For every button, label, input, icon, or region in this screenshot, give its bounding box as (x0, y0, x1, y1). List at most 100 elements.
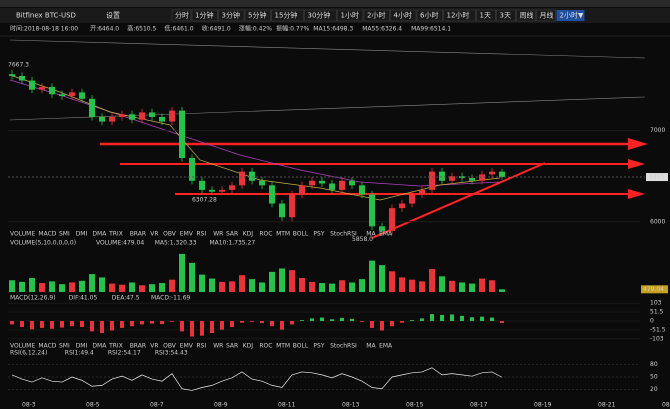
period-button[interactable]: 5分钟 (248, 11, 266, 20)
indicator-tab[interactable]: SMI (59, 231, 70, 238)
indicator-tab[interactable]: BOLL (293, 231, 309, 238)
indicator-tab[interactable]: ROC (259, 343, 272, 350)
period-button-bg[interactable] (304, 9, 337, 22)
macd-bar (190, 321, 194, 337)
volume-bar (229, 281, 235, 292)
arrow-head (628, 189, 645, 199)
indicator-tab[interactable]: BRAR (130, 231, 146, 238)
indicator-tab[interactable]: EMA (379, 231, 393, 238)
volume-bar (19, 281, 25, 292)
period-button-bg[interactable] (337, 9, 364, 22)
macd-bar (500, 321, 504, 324)
candle-body (269, 185, 275, 204)
period-button-bg[interactable] (536, 9, 556, 22)
period-button[interactable]: 6小时 (420, 11, 438, 20)
indicator-tab[interactable]: KDJ (243, 343, 254, 350)
period-button-bg[interactable] (390, 9, 417, 22)
period-button[interactable]: 分时 (175, 11, 189, 20)
indicator-tab[interactable]: BOLL (293, 343, 309, 350)
indicator-tab[interactable]: BRAR (130, 343, 146, 350)
selected-bg[interactable] (556, 10, 585, 21)
indicator-tab[interactable]: MACD (38, 231, 56, 238)
period-button[interactable]: 月线 (540, 11, 554, 20)
period-button[interactable]: 3天 (500, 12, 511, 20)
candle-body (219, 189, 225, 192)
candle-body (159, 117, 165, 122)
indicator-tab[interactable]: ROC (259, 231, 272, 238)
period-button-bg[interactable] (443, 9, 476, 22)
candle-body (349, 180, 355, 186)
indicator-tab[interactable]: DMI (76, 231, 88, 238)
period-button[interactable]: 1分钟 (195, 11, 213, 20)
panel-header: RSI3:54.43 (155, 350, 188, 357)
indicator-tab[interactable]: OBV (163, 231, 177, 238)
indicator-tab[interactable]: EMV (180, 231, 194, 238)
period-button-bg[interactable] (271, 9, 304, 22)
indicator-tab[interactable]: VR (150, 231, 158, 238)
indicator-tab[interactable]: WR (213, 343, 223, 350)
indicator-tab[interactable]: EMA (379, 343, 393, 350)
macd-bar (50, 321, 54, 329)
candle-body (309, 180, 315, 186)
period-button[interactable]: 12小时 (447, 11, 470, 20)
indicator-tab[interactable]: MTM (276, 231, 290, 238)
trend-line (9, 39, 646, 59)
y-tick-label: 103 (650, 300, 662, 307)
date-label: 08-5 (86, 402, 100, 409)
indicator-tab[interactable]: MA (366, 343, 376, 350)
macd-bar (80, 321, 84, 328)
indicator-tab[interactable]: VOLUME (10, 231, 35, 238)
indicator-tab[interactable]: SAR (226, 231, 238, 238)
period-button[interactable]: 15分钟 (275, 11, 298, 20)
period-button-bg[interactable] (476, 9, 496, 22)
period-button[interactable]: 3分钟 (222, 11, 240, 20)
indicator-tab[interactable]: KDJ (243, 231, 254, 238)
indicator-tab[interactable]: DMA (92, 343, 107, 350)
candle-body (249, 171, 255, 181)
indicator-tab[interactable]: PSY (313, 231, 324, 238)
indicator-tab[interactable]: RSI (197, 231, 207, 238)
period-button-bg[interactable] (191, 9, 218, 22)
symbol[interactable]: Bitfinex BTC-USD (16, 12, 76, 20)
indicator-tab[interactable]: SAR (226, 343, 238, 350)
indicator-tab[interactable]: EMV (180, 343, 194, 350)
macd-bar (490, 317, 494, 321)
period-button-bg[interactable] (218, 9, 245, 22)
period-button-bg[interactable] (244, 9, 271, 22)
period-button[interactable]: 30分钟 (308, 11, 331, 20)
period-button[interactable]: 2小时 (367, 11, 385, 20)
indicator-tab[interactable]: MA (366, 231, 376, 238)
indicator-tab[interactable]: DMA (92, 231, 107, 238)
indicator-tab[interactable]: OBV (163, 343, 177, 350)
macd-bar (470, 317, 474, 321)
settings-button[interactable]: 设置 (106, 11, 120, 20)
indicator-tab[interactable]: RSI (197, 343, 207, 350)
period-button[interactable]: 周线 (520, 11, 534, 20)
period-button[interactable]: 1小时 (341, 11, 359, 20)
indicator-tab[interactable]: WR (213, 231, 223, 238)
indicator-tab[interactable]: MACD (38, 343, 56, 350)
period-button-bg[interactable] (416, 9, 443, 22)
period-button-bg[interactable] (171, 9, 192, 22)
period-button[interactable]: 1天 (480, 12, 491, 20)
period-button[interactable]: 4小时 (394, 11, 412, 20)
selected-period[interactable]: 2小时▼ (560, 11, 584, 20)
indicator-tab[interactable]: MTM (276, 343, 290, 350)
indicator-tab[interactable]: VR (150, 343, 158, 350)
volume-bar (169, 279, 175, 292)
volume-bar (279, 268, 285, 292)
indicator-tab[interactable]: TRIX (108, 231, 123, 238)
indicator-tab[interactable]: TRIX (108, 343, 123, 350)
macd-bar (300, 320, 304, 321)
period-button-bg[interactable] (363, 9, 390, 22)
indicator-tab[interactable]: StochRSI (330, 231, 357, 238)
volume-bar (89, 274, 95, 292)
period-button-bg[interactable] (516, 9, 536, 22)
indicator-tab[interactable]: DMI (76, 343, 88, 350)
period-button-bg[interactable] (496, 9, 516, 22)
indicator-tab[interactable]: SMI (59, 343, 70, 350)
indicator-tab[interactable]: VOLUME (10, 343, 35, 350)
indicator-tab[interactable]: PSY (313, 343, 324, 350)
macd-bar (340, 317, 344, 321)
indicator-tab[interactable]: StochRSI (330, 343, 357, 350)
